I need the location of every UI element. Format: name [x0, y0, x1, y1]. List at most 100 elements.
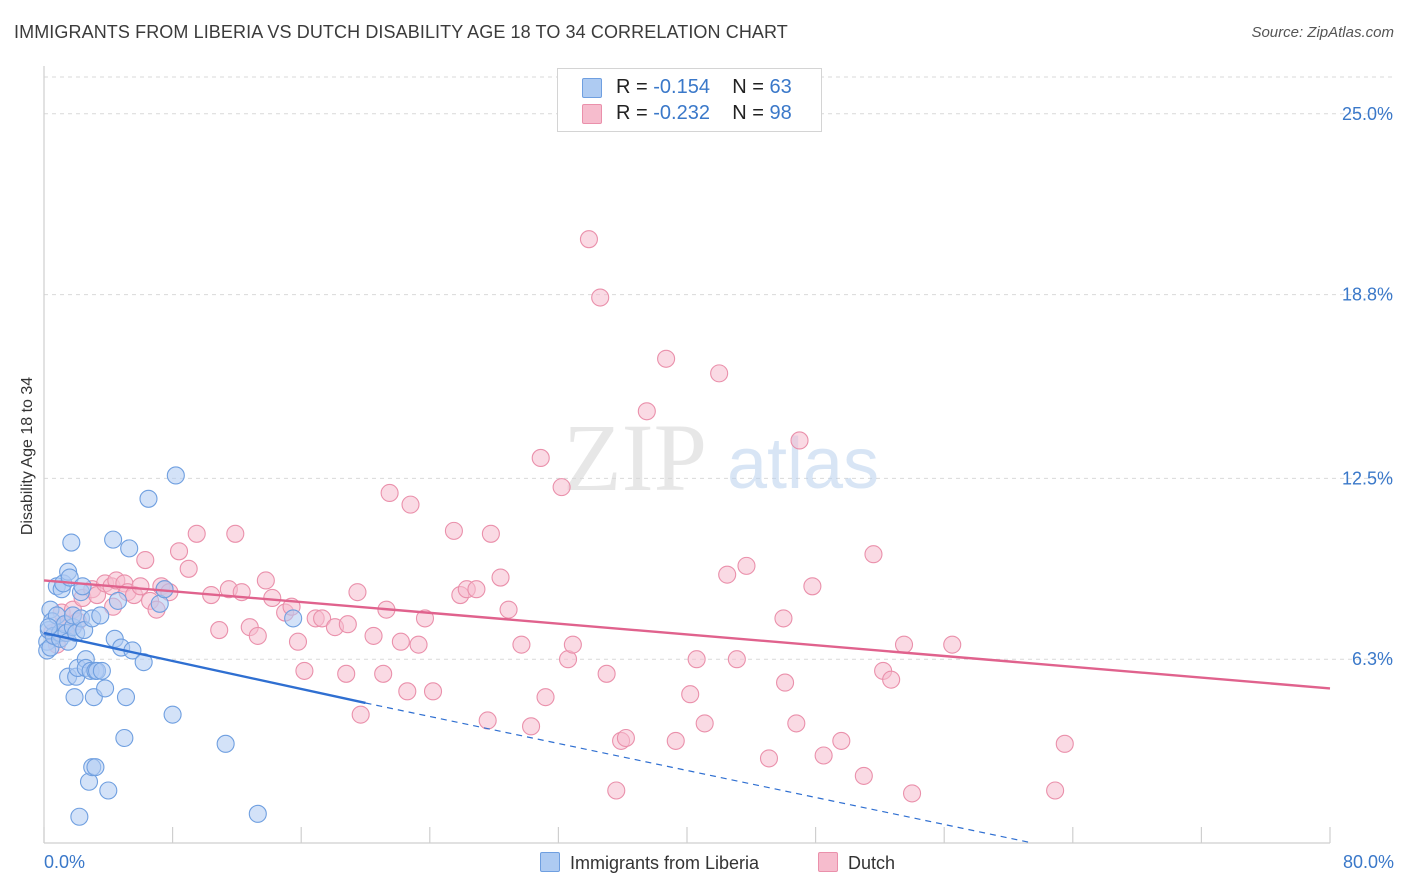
dutch-point — [737, 556, 756, 575]
liberia-point — [70, 807, 89, 826]
bottom-legend-swatch-liberia — [540, 852, 560, 872]
dutch-point — [444, 521, 463, 540]
liberia-point — [248, 804, 267, 823]
dutch-point — [710, 364, 729, 383]
legend-r-value-dutch: -0.232 — [653, 102, 710, 124]
dutch-point — [531, 448, 550, 468]
legend-swatch-dutch — [582, 104, 602, 124]
dutch-point — [398, 682, 417, 701]
dutch-point — [552, 478, 571, 497]
dutch-point — [776, 673, 795, 692]
dutch-point — [681, 685, 700, 704]
dutch-point — [256, 571, 275, 590]
dutch-point — [832, 731, 851, 750]
dutch-point — [248, 626, 267, 645]
dutch-point — [348, 583, 367, 602]
liberia-point — [120, 539, 139, 558]
chart-title: IMMIGRANTS FROM LIBERIA VS DUTCH DISABIL… — [14, 22, 788, 42]
dutch-point — [727, 650, 746, 669]
dutch-point — [136, 551, 155, 570]
liberia-trend-line-extension — [365, 702, 1033, 844]
dutch-point — [169, 542, 189, 561]
dutch-point — [894, 635, 914, 654]
dutch-point — [380, 483, 399, 503]
dutch-point — [467, 580, 486, 599]
liberia-point — [73, 577, 92, 596]
liberia-point — [216, 734, 235, 753]
liberia-point — [115, 728, 134, 748]
dutch-point — [787, 714, 806, 733]
dutch-point — [774, 609, 793, 628]
dutch-point — [1046, 781, 1065, 800]
dutch-point — [512, 635, 531, 654]
dutch-point — [481, 524, 500, 543]
dutch-point — [391, 632, 410, 651]
liberia-trend-line — [43, 631, 366, 705]
dutch-point — [337, 664, 356, 683]
dutch-point — [695, 714, 714, 733]
axes — [43, 66, 1331, 844]
y-tick-labels: 6.3% 12.5% 18.8% 25.0% — [1342, 104, 1393, 669]
dutch-point — [536, 688, 555, 707]
y-tick-label: 6.3% — [1352, 649, 1393, 669]
dutch-point — [687, 650, 706, 669]
legend-n-label: N = — [732, 76, 764, 98]
dutch-point — [295, 661, 314, 680]
liberia-point — [92, 661, 111, 680]
dutch-point — [607, 781, 626, 800]
liberia-points — [38, 466, 303, 826]
dutch-point — [478, 711, 497, 730]
dutch-point — [210, 621, 229, 640]
dutch-point — [943, 635, 962, 654]
liberia-point — [108, 591, 127, 610]
liberia-point — [86, 758, 105, 777]
legend-n-value-liberia: 63 — [769, 76, 792, 98]
y-tick-label: 18.8% — [1342, 285, 1393, 305]
dutch-point — [790, 431, 809, 450]
dutch-point — [415, 609, 435, 628]
liberia-point — [116, 688, 136, 707]
dutch-point — [854, 766, 873, 785]
liberia-point — [62, 533, 81, 552]
bottom-legend-label-liberia: Immigrants from Liberia — [570, 853, 760, 873]
dutch-point — [597, 664, 616, 683]
dutch-point — [522, 717, 541, 736]
dutch-point — [637, 402, 656, 421]
dutch-point — [591, 288, 610, 307]
liberia-point — [65, 688, 84, 707]
trend-lines — [43, 579, 1331, 844]
dutch-trend-line — [43, 579, 1331, 690]
legend-swatch-liberia — [582, 78, 602, 98]
dutch-point — [616, 728, 635, 748]
dutch-point — [288, 632, 308, 651]
x-tick-label-max: 80.0% — [1342, 852, 1394, 872]
dutch-points — [42, 230, 1074, 803]
dutch-point — [718, 565, 737, 584]
watermark: ZIP atlas — [563, 404, 879, 511]
dutch-point — [759, 749, 779, 768]
dutch-point — [423, 682, 443, 701]
dutch-point — [666, 731, 685, 750]
dutch-point — [187, 524, 206, 543]
dutch-point — [803, 577, 822, 596]
dutch-point — [579, 230, 598, 249]
dutch-point — [131, 577, 150, 596]
dutch-point — [401, 495, 420, 514]
dutch-point — [409, 635, 428, 654]
legend-n-label: N = — [732, 102, 764, 124]
liberia-point — [91, 606, 110, 625]
legend-n-value-dutch: 98 — [769, 102, 792, 124]
legend-r-label: R = — [616, 102, 648, 124]
dutch-point — [491, 568, 510, 587]
dutch-point — [313, 609, 332, 628]
dutch-point — [374, 664, 393, 683]
bottom-legend-dutch: Dutch — [818, 852, 895, 874]
dutch-point — [351, 705, 370, 724]
liberia-point — [39, 618, 58, 637]
x-tick-label-min: 0.0% — [44, 852, 86, 872]
dutch-point — [338, 615, 357, 634]
liberia-point — [284, 609, 303, 628]
liberia-point — [104, 530, 123, 549]
dutch-point — [226, 524, 245, 543]
